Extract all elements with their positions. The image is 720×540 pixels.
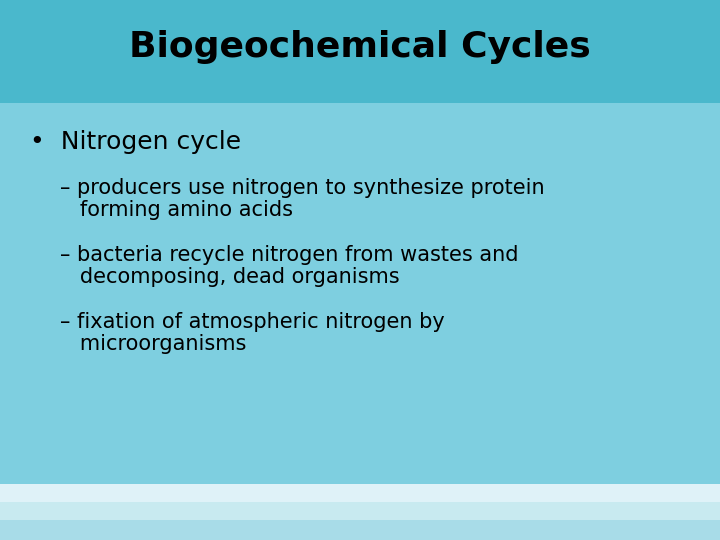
Text: microorganisms: microorganisms [60,334,246,354]
Bar [0,520,720,540]
Bar [0,484,720,502]
FancyBboxPatch shape [0,0,720,103]
Text: •  Nitrogen cycle: • Nitrogen cycle [30,130,241,154]
Text: – fixation of atmospheric nitrogen by: – fixation of atmospheric nitrogen by [60,312,445,332]
Text: – bacteria recycle nitrogen from wastes and: – bacteria recycle nitrogen from wastes … [60,245,518,265]
Text: forming amino acids: forming amino acids [60,200,293,220]
Bar [0,502,720,520]
Text: Biogeochemical Cycles: Biogeochemical Cycles [129,30,591,64]
Text: – producers use nitrogen to synthesize protein: – producers use nitrogen to synthesize p… [60,178,544,198]
Text: decomposing, dead organisms: decomposing, dead organisms [60,267,400,287]
